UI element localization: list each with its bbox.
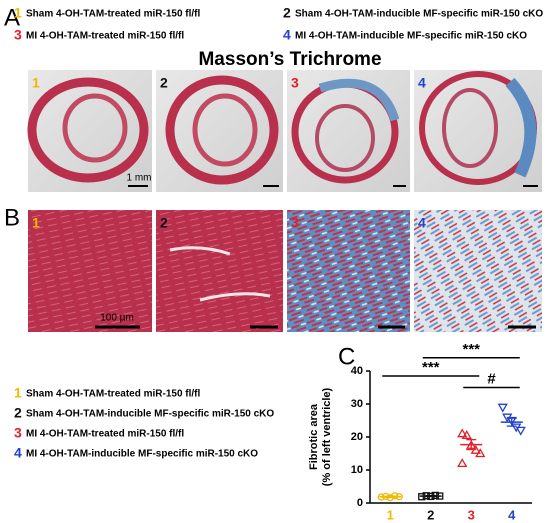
title: Masson’s Trichrome [198, 49, 381, 70]
legend-text: Sham 4-OH-TAM-treated miR-150 fl/fl [26, 389, 201, 400]
image-number: 2 [160, 215, 168, 231]
chart: 0 10 20 30 40 Fibrotic area (% of left ventric… [308, 341, 532, 522]
legend-number: 4 [283, 27, 291, 43]
panel-label: A [4, 4, 20, 31]
image-numbers: 1 1 2 2 3 3 4 4 [32, 75, 426, 231]
legend-number: 1 [14, 385, 22, 401]
legend-number: 2 [14, 405, 22, 421]
scale-label: 100 µm [100, 313, 134, 324]
point [475, 448, 486, 458]
image-number: 4 [418, 215, 426, 231]
legend-text: MI 4-OH-TAM-inducible MF-specific miR-15… [295, 31, 527, 42]
image-number: 1 [32, 75, 40, 91]
panel-a-images [27, 70, 542, 192]
y-tick-label: 20 [351, 431, 363, 443]
x-tick-label: 2 [427, 507, 434, 522]
legend-number: 2 [283, 5, 291, 21]
image-number: 4 [418, 75, 426, 91]
legend-number: 4 [14, 445, 22, 461]
image-number: 3 [291, 215, 299, 231]
y-tick-label: 0 [357, 497, 363, 509]
image-number: 2 [160, 75, 168, 91]
x-tick-label: 3 [468, 507, 475, 522]
point [506, 416, 517, 426]
image-number: 3 [291, 75, 299, 91]
legend-text: Sham 4-OH-TAM-inducible MF-specific miR-… [295, 9, 543, 20]
point [497, 403, 508, 413]
panel-b-images [28, 210, 542, 332]
legend-bottom: 1 Sham 4-OH-TAM-treated miR-150 fl/fl 2 Sha… [14, 385, 274, 461]
legend-text: Sham 4-OH-TAM-treated miR-150 fl/fl [26, 9, 201, 20]
point [515, 426, 526, 436]
legend-number: 3 [14, 27, 22, 43]
scale-label: 1 mm [127, 173, 152, 184]
legend-text: Sham 4-OH-TAM-inducible MF-specific miR-… [26, 409, 274, 420]
point [461, 430, 472, 439]
bracket-label: *** [422, 359, 440, 376]
point [457, 458, 468, 468]
legend-number: 3 [14, 425, 22, 441]
legend-number: 1 [14, 5, 22, 21]
y-axis-label: Fibrotic area [308, 403, 320, 470]
panel-label: C [338, 343, 355, 370]
y-tick-label: 10 [351, 464, 363, 476]
legend-top: 1 Sham 4-OH-TAM-treated miR-150 fl/fl 2 Sha… [14, 5, 543, 43]
y-axis-label: (% of left ventricle) [321, 387, 333, 486]
y-tick-label: 30 [351, 398, 363, 410]
point [457, 428, 468, 438]
y-tick-label: 40 [351, 365, 363, 377]
legend-text: MI 4-OH-TAM-treated miR-150 fl/fl [26, 31, 184, 42]
legend-text: MI 4-OH-TAM-inducible MF-specific miR-15… [26, 449, 258, 460]
x-tick-label: 4 [508, 507, 516, 522]
bracket-label: *** [462, 341, 480, 358]
image-number: 1 [32, 215, 40, 231]
x-tick-label: 1 [387, 507, 394, 522]
bracket-label: # [487, 370, 496, 387]
panel-label: B [4, 204, 20, 231]
legend-text: MI 4-OH-TAM-treated miR-150 fl/fl [26, 429, 184, 440]
